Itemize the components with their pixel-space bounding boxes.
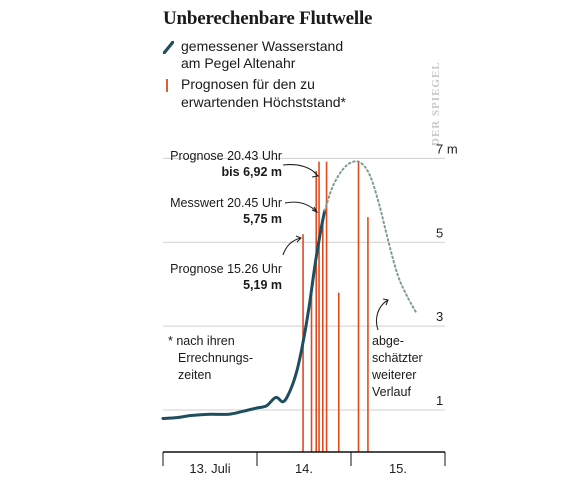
y-tick-label-7: 7 m <box>436 141 458 156</box>
x-tick-label-1: 14. <box>295 461 313 476</box>
x-tick-label-2: 15. <box>389 461 407 476</box>
arrowhead-forecast-2043 <box>311 171 320 178</box>
annotation-forecast-2043-value: bis 6,92 m <box>221 165 282 179</box>
arrow-estimated <box>375 299 389 331</box>
annotation-forecast-1526: Prognose 15.26 Uhr 5,19 m <box>170 261 282 293</box>
grid-lines <box>163 157 445 411</box>
legend-measured-label-1: gemessener Wasserstand <box>181 38 344 54</box>
y-tick-label-1: 1 <box>436 393 443 408</box>
legend-measured-label-2: am Pegel Altenahr <box>181 55 296 71</box>
forecast-lines <box>302 161 369 452</box>
series-measured-line <box>161 209 327 420</box>
legend-forecast-swatch <box>166 79 168 92</box>
x-tick-label-0: 13. Juli <box>189 461 230 476</box>
annotation-forecast-2043-time: Prognose 20.43 Uhr <box>170 149 282 163</box>
estimated-note-line-2: schätzter <box>372 351 423 365</box>
legend-measured-swatch <box>163 41 174 54</box>
annotation-measured-2045: Messwert 20.45 Uhr 5,75 m <box>170 195 282 227</box>
arrow-measured-2045 <box>284 201 318 213</box>
series-estimated-line <box>323 160 418 315</box>
estimated-note-line-1: abge- <box>372 334 404 348</box>
annotation-forecast-2043: Prognose 20.43 Uhr bis 6,92 m <box>170 148 282 180</box>
footnote: * nach ihren Errechnungs- zeiten <box>168 333 253 384</box>
arrowhead-measured-2045 <box>311 206 319 214</box>
annotation-measured-2045-value: 5,75 m <box>243 212 282 226</box>
chart-title: Unberechenbare Flutwelle <box>163 8 373 29</box>
annotation-arrows <box>282 164 389 331</box>
arrow-forecast-2043 <box>282 164 319 177</box>
legend-forecast-label-1: Prognosen für den zu <box>181 76 315 92</box>
legend-forecast-label-2: erwartenden Höchststand* <box>181 94 346 110</box>
y-tick-labels: 1 3 5 7 m <box>436 141 458 408</box>
annotation-measured-2045-time: Messwert 20.45 Uhr <box>170 196 282 210</box>
estimated-note: abge- schätzter weiterer Verlauf <box>372 333 423 401</box>
annotation-forecast-1526-value: 5,19 m <box>243 278 282 292</box>
y-tick-label-5: 5 <box>436 225 443 240</box>
arrowhead-forecast-1526 <box>295 235 302 243</box>
series-lines <box>161 160 418 420</box>
x-axis: 13. Juli 14. 15. <box>162 451 446 476</box>
arrowhead-estimated <box>382 298 389 306</box>
arrow-forecast-1526 <box>282 237 302 256</box>
y-tick-label-3: 3 <box>436 309 443 324</box>
annotation-forecast-1526-time: Prognose 15.26 Uhr <box>170 262 282 276</box>
footnote-line-1: * nach ihren <box>168 334 235 348</box>
estimated-note-line-3: weiterer <box>372 368 417 382</box>
footnote-line-3: zeiten <box>178 368 212 382</box>
estimated-note-line-4: Verlauf <box>372 385 411 399</box>
footnote-line-2: Errechnungs- <box>178 351 254 365</box>
